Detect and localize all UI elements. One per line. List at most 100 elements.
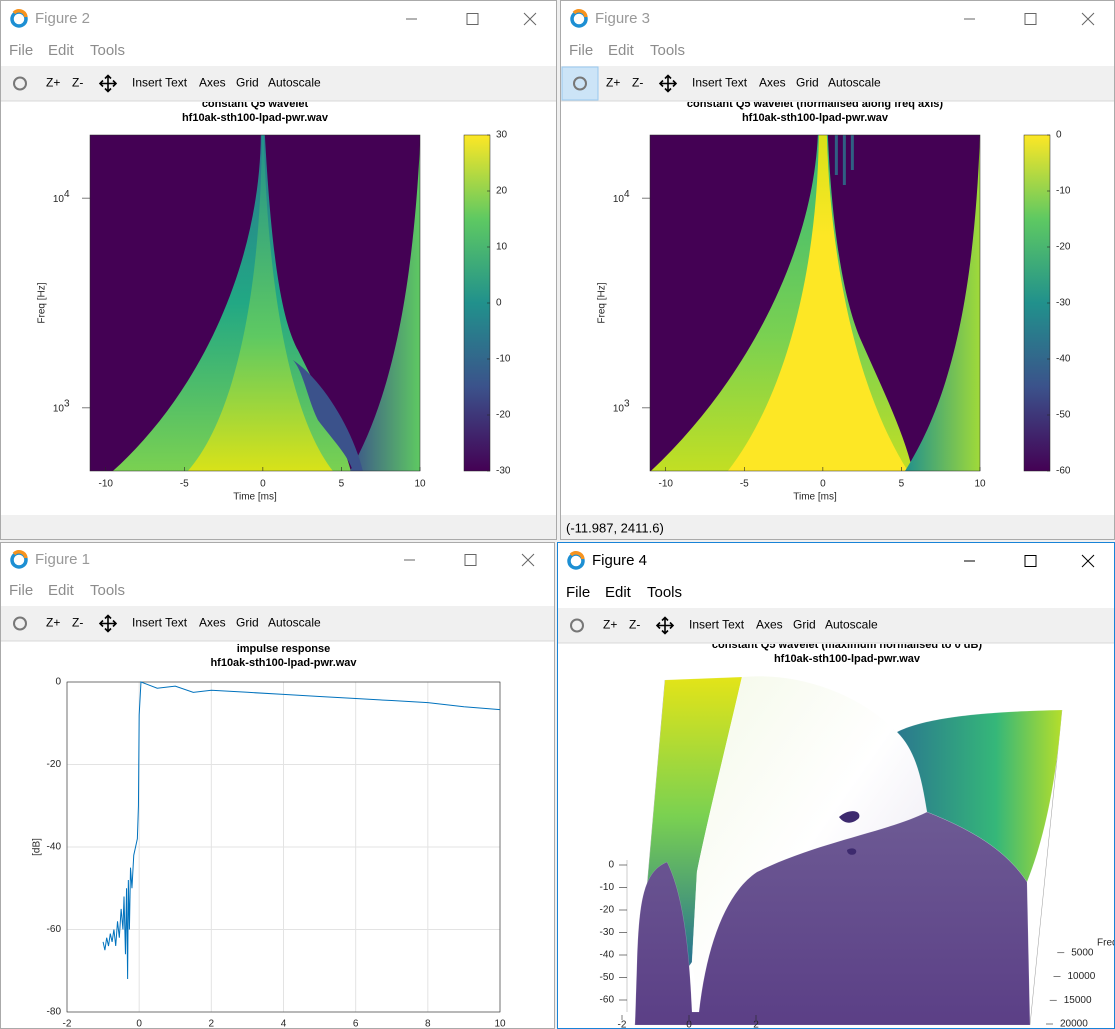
toolbar-button[interactable]: Autoscale: [268, 616, 321, 630]
toolbar-button[interactable]: Axes: [199, 616, 226, 630]
toolbar-button[interactable]: Z+: [46, 616, 60, 630]
spectrogram-arm: [350, 145, 420, 471]
window-buttons: [964, 554, 1095, 568]
toolbar-button[interactable]: Insert Text: [689, 618, 745, 632]
menu-item[interactable]: Tools: [90, 582, 125, 599]
colorbar-tick-label: 20: [496, 186, 508, 197]
menu-item[interactable]: Edit: [48, 582, 75, 599]
menu-item[interactable]: Tools: [647, 584, 682, 601]
maximize-button[interactable]: [1024, 555, 1037, 567]
maximize-button[interactable]: [464, 554, 477, 566]
toolbar-button[interactable]: Z-: [72, 76, 83, 90]
colorbar-tick-label: -10: [496, 354, 511, 365]
x-axis-label: Time [ms]: [793, 492, 837, 503]
x-tick-label: 5: [339, 479, 345, 490]
plot-title: hf10ak-sth100-lpad-pwr.wav: [742, 112, 889, 124]
x-tick-label: 6: [353, 1019, 359, 1029]
colorbar-tick-label: 10: [496, 242, 508, 253]
toolbar-button[interactable]: Insert Text: [132, 76, 188, 90]
x-tick-label: 5: [899, 479, 905, 490]
close-button[interactable]: [523, 12, 537, 26]
close-button[interactable]: [521, 553, 535, 567]
colorbar-tick-label: -40: [1056, 354, 1071, 365]
menu-item[interactable]: Edit: [48, 42, 75, 59]
toolbar-button[interactable]: Grid: [236, 76, 259, 90]
surface-low: [634, 811, 1031, 1026]
y-axis-label: Freq [Hz]: [37, 282, 48, 323]
toolbar: [0, 66, 557, 101]
toolbar-button[interactable]: Z-: [72, 616, 83, 630]
y-tick-label: -80: [47, 1007, 62, 1018]
toolbar-button[interactable]: Autoscale: [825, 618, 878, 632]
z-tick-label: -20: [600, 905, 615, 916]
plot-title: hf10ak-sth100-lpad-pwr.wav: [182, 112, 329, 124]
toolbar-button[interactable]: Insert Text: [692, 76, 748, 90]
x-tick-label: -10: [98, 479, 113, 490]
rotate-tool[interactable]: [13, 76, 27, 91]
axes-box: [649, 134, 981, 472]
toolbar-button[interactable]: Grid: [796, 76, 819, 90]
menu-item[interactable]: Tools: [90, 42, 125, 59]
menu-item[interactable]: File: [569, 42, 593, 59]
toolbar-button[interactable]: Autoscale: [268, 76, 321, 90]
pan-tool[interactable]: [658, 74, 678, 93]
menu-item[interactable]: File: [566, 584, 590, 601]
x-tick-label: 2: [209, 1019, 215, 1029]
rotate-tool[interactable]: [570, 618, 584, 633]
menu-item[interactable]: File: [9, 42, 33, 59]
window-buttons: [964, 12, 1095, 26]
axes-box: [66, 681, 501, 1013]
maximize-button[interactable]: [466, 13, 479, 25]
toolbar: [557, 608, 1115, 643]
z-tick-label: -30: [600, 927, 615, 938]
pan-tool[interactable]: [655, 616, 675, 635]
rotate-tool[interactable]: [13, 616, 27, 631]
colorbar-tick-label: -60: [1056, 466, 1071, 477]
toolbar-button[interactable]: Grid: [236, 616, 259, 630]
plot: constant Q5 wavelet (normalised along fr…: [597, 102, 1071, 503]
plot-area: constant Q5 wavelet (maximum normalised …: [600, 639, 1115, 1029]
y-tick-label: 20000: [1060, 1019, 1088, 1029]
toolbar-button[interactable]: Z-: [629, 618, 640, 632]
spectrogram-core: [187, 135, 333, 471]
menu-item[interactable]: Edit: [605, 584, 632, 601]
app-icon-accent: [572, 9, 588, 18]
x-tick-label: 10: [414, 479, 426, 490]
toolbar-button[interactable]: Axes: [759, 76, 786, 90]
colorbar-tick-label: 0: [496, 298, 502, 309]
menu-item[interactable]: Tools: [650, 42, 685, 59]
x-tick-label: 0: [686, 1020, 692, 1029]
x-tick-label: -10: [658, 479, 673, 490]
toolbar-button[interactable]: Autoscale: [828, 76, 881, 90]
z-tick-label: -60: [600, 995, 615, 1006]
pan-tool[interactable]: [98, 74, 118, 93]
maximize-button[interactable]: [1024, 13, 1037, 25]
close-button[interactable]: [1081, 12, 1095, 26]
z-tick-label: -40: [600, 950, 615, 961]
x-tick-label: 10: [974, 479, 986, 490]
rotate-tool[interactable]: [573, 76, 587, 91]
x-tick-label: 0: [260, 479, 266, 490]
menu-item[interactable]: Edit: [608, 42, 635, 59]
impulse-line: [102, 681, 501, 980]
plot-title: constant Q5 wavelet (maximum normalised …: [712, 639, 983, 651]
menu-item[interactable]: File: [9, 582, 33, 599]
close-button[interactable]: [1081, 554, 1095, 568]
toolbar-button[interactable]: Insert Text: [132, 616, 188, 630]
colorbar: [463, 134, 491, 472]
toolbar-button[interactable]: Z-: [632, 76, 643, 90]
toolbar-button[interactable]: Axes: [199, 76, 226, 90]
colorbar-tick-label: -20: [496, 410, 511, 421]
colorbar-tick-label: -30: [1056, 298, 1071, 309]
toolbar-button[interactable]: Z+: [603, 618, 617, 632]
y-tick-label: 10000: [1068, 971, 1096, 982]
spectrogram-streak: [834, 135, 838, 175]
pan-tool[interactable]: [98, 614, 118, 633]
y-tick-label: 0: [55, 677, 61, 688]
toolbar-button[interactable]: Z+: [46, 76, 60, 90]
toolbar-button[interactable]: Grid: [793, 618, 816, 632]
toolbar-button[interactable]: Axes: [756, 618, 783, 632]
toolbar-button[interactable]: Z+: [606, 76, 620, 90]
x-tick-label: -2: [63, 1019, 72, 1029]
x-tick-label: -5: [180, 479, 189, 490]
